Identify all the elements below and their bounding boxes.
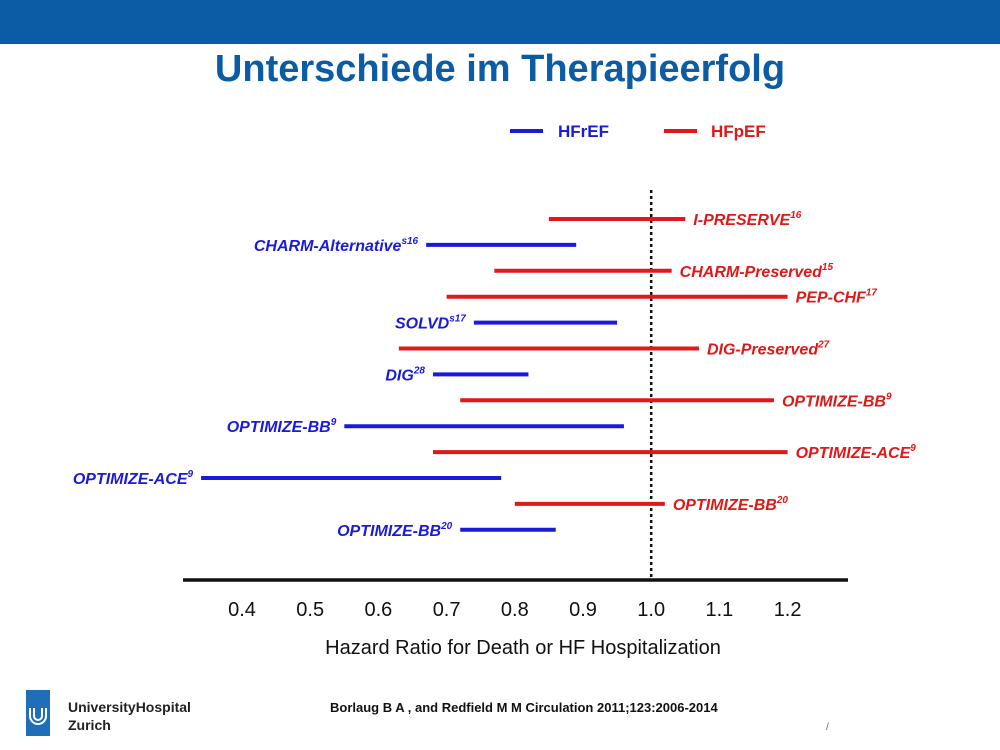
study-label-optimize-bb: OPTIMIZE-BB20 (673, 495, 789, 514)
x-tick-label: 1.1 (705, 599, 733, 621)
x-tick-label: 0.6 (364, 599, 392, 621)
study-label-optimize-bb: OPTIMIZE-BB9 (782, 391, 892, 410)
page-title: Unterschiede im Therapieerfolg (214, 48, 786, 90)
study-label-dig-preserved: DIG-Preserved27 (707, 340, 830, 359)
x-tick-label: 0.5 (296, 599, 324, 621)
x-tick-label: 0.7 (433, 599, 461, 621)
study-label-optimize-ace: OPTIMIZE-ACE9 (73, 469, 194, 488)
x-tick-label: 1.2 (774, 599, 802, 621)
page-mark: / (826, 722, 829, 733)
x-tick-label: 0.4 (228, 599, 256, 621)
x-tick-label: 1.0 (637, 599, 665, 621)
study-label-i-preserve: I-PRESERVE16 (693, 210, 801, 229)
institution-name: UniversityHospital Zurich (68, 698, 191, 734)
x-tick-label: 0.9 (569, 599, 597, 621)
study-label-pep-chf: PEP-CHF17 (796, 288, 878, 307)
legend-label-hfref: HFrEF (558, 122, 609, 141)
institution-line2: Zurich (68, 717, 111, 733)
legend-label-hfpef: HFpEF (711, 122, 766, 141)
x-axis-label: Hazard Ratio for Death or HF Hospitaliza… (325, 637, 721, 659)
study-label-dig: DIG28 (385, 365, 425, 384)
study-label-optimize-ace: OPTIMIZE-ACE9 (796, 443, 917, 462)
citation: Borlaug B A , and Redfield M M Circulati… (330, 700, 718, 715)
study-label-optimize-bb: OPTIMIZE-BB9 (227, 417, 337, 436)
study-label-charm-preserved: CHARM-Preserved15 (680, 262, 834, 281)
study-label-solvd: SOLVDs17 (395, 314, 466, 333)
study-label-charm-alternative: CHARM-Alternatives16 (254, 236, 419, 255)
x-tick-label: 0.8 (501, 599, 529, 621)
hospital-logo-icon (26, 690, 50, 736)
top-bar (0, 0, 1000, 44)
study-label-optimize-bb: OPTIMIZE-BB20 (337, 521, 453, 540)
forest-plot: HFrEF HFpEF I-PRESERVE16 CHARM-Alternatives… (73, 122, 917, 659)
institution-line1: UniversityHospital (68, 699, 191, 715)
